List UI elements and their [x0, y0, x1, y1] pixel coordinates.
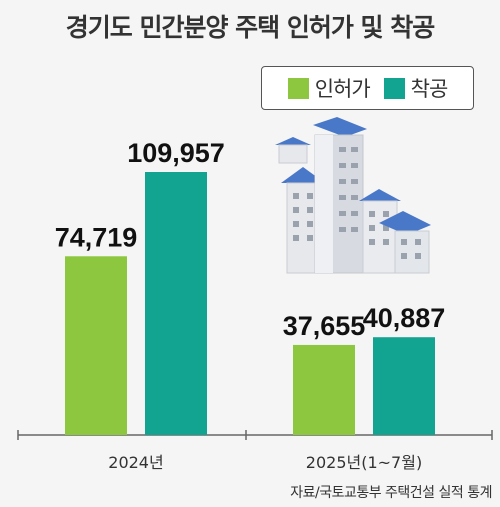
category-label-0: 2024년	[108, 453, 163, 472]
bar-start-1	[373, 337, 435, 435]
bar-permit-1	[293, 344, 355, 435]
building-illustration	[275, 117, 431, 274]
legend-swatch-start	[383, 77, 405, 99]
bar-start-0	[145, 172, 207, 435]
legend: 인허가 착공	[261, 66, 474, 110]
bar-permit-0	[65, 256, 127, 435]
chart-title: 경기도 민간분양 주택 인허가 및 착공	[65, 13, 436, 42]
data-label-permit-0: 74,719	[55, 222, 138, 252]
data-label-start-0: 109,957	[127, 138, 225, 168]
data-label-permit-1: 37,655	[283, 311, 366, 341]
category-label-1: 2025년(1~7월)	[306, 453, 422, 472]
legend-item-permit: 인허가	[287, 73, 371, 103]
legend-swatch-permit	[287, 77, 309, 99]
legend-label-permit: 인허가	[314, 77, 371, 101]
legend-label-start: 착공	[410, 77, 449, 101]
source-note: 자료/국토교통부 주택건설 실적 통계	[290, 485, 492, 501]
data-label-start-1: 40,887	[363, 303, 446, 333]
legend-item-start: 착공	[383, 73, 449, 103]
